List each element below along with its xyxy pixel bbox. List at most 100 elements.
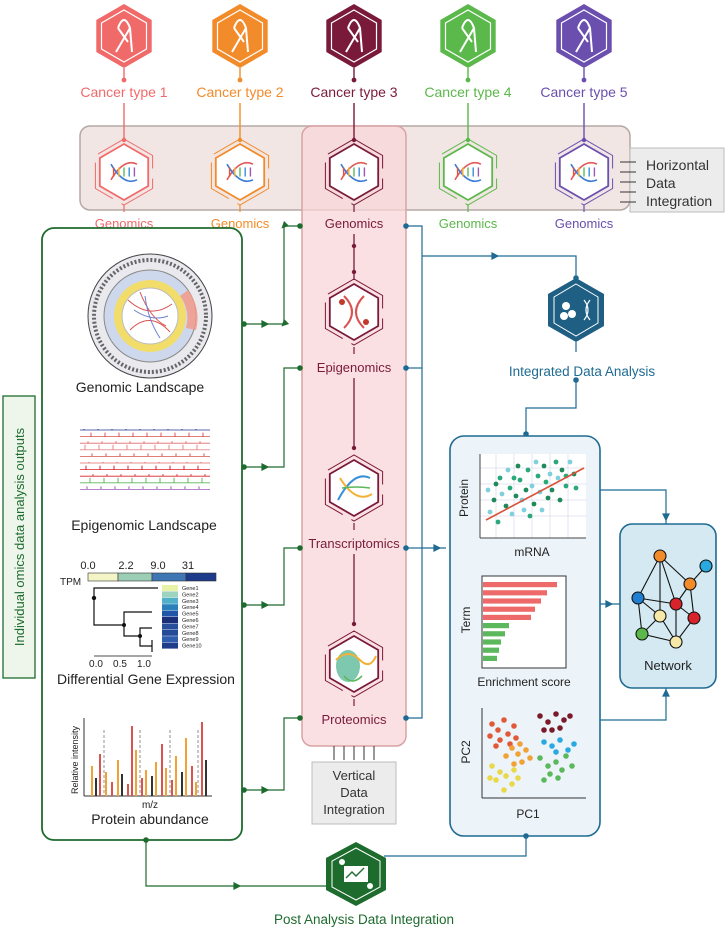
scatter-point — [509, 511, 515, 517]
pca-point — [523, 747, 529, 753]
pca-point — [511, 723, 517, 729]
scatter-point — [543, 479, 549, 485]
heatmap-gene-label: Gene2 — [182, 592, 199, 598]
heatmap-gene-label: Gene4 — [182, 605, 199, 611]
pca-point — [497, 737, 503, 743]
scatter-y-label: Protein — [457, 479, 471, 517]
pca-point — [549, 727, 555, 733]
vertical-integration-line1: Vertical — [333, 768, 376, 783]
side-label: Individual omics data analysis outputs — [12, 427, 27, 646]
scatter-point — [497, 475, 503, 481]
ribbon-icon — [96, 4, 152, 68]
deg-axis-tick-1: 0.5 — [113, 659, 127, 670]
heatmap-gene-label: Gene9 — [182, 637, 199, 643]
network-label: Network — [644, 658, 692, 673]
pca-point — [503, 773, 509, 779]
pca-point — [495, 727, 501, 733]
enrichment-bar-chart — [481, 575, 567, 669]
pca-point — [493, 743, 499, 749]
horizontal-integration-box — [629, 147, 725, 213]
omics-layer-epigenomics: Epigenomics — [317, 269, 392, 375]
blue-connectors — [403, 223, 670, 721]
pca-point — [487, 733, 493, 739]
pca-point — [513, 735, 519, 741]
cancer-type-label: Cancer type 2 — [196, 84, 283, 100]
integrated-analysis-icon — [548, 278, 604, 352]
scatter-point — [533, 459, 539, 465]
ms-x-label: m/z — [142, 800, 158, 811]
enrichment-bar — [483, 582, 557, 588]
pca-point — [511, 767, 517, 773]
post-analysis-to-panel — [384, 833, 529, 857]
cancer-type-3: Cancer type 3 Genomics — [310, 4, 398, 231]
omics-outputs-panel — [41, 227, 243, 841]
pca-point — [555, 775, 561, 781]
genomics-icon — [438, 138, 498, 206]
pca-point — [563, 753, 569, 759]
scatter-point — [557, 497, 563, 503]
enrichment-bar — [483, 647, 499, 653]
green-connectors — [241, 220, 303, 794]
pca-point — [501, 787, 507, 793]
scatter-point — [555, 475, 561, 481]
heatmap-gene-label: Gene10 — [182, 644, 202, 650]
enrichment-bar — [483, 598, 541, 604]
scatter-point — [523, 487, 529, 493]
pca-point — [487, 775, 493, 781]
post-analysis-label: Post Analysis Data Integration — [274, 912, 454, 927]
omics-layer-label: Proteomics — [321, 712, 387, 727]
scatter-point — [503, 503, 509, 509]
protein-abundance-spectrum — [83, 718, 212, 797]
pca-point — [493, 777, 499, 783]
pca-point — [553, 749, 559, 755]
scatter-point — [527, 513, 533, 519]
omics-layer-transcriptomics: Transcriptomics — [308, 445, 400, 551]
integrated-analysis-label: Integrated Data Analysis — [509, 364, 656, 379]
enrichment-x-label: Enrichment score — [477, 675, 571, 689]
pca-x-label: PC1 — [516, 807, 540, 821]
pca-point — [571, 741, 577, 747]
heatmap-gene-label: Gene3 — [182, 599, 199, 605]
pca-point — [541, 739, 547, 745]
scatter-point — [549, 487, 555, 493]
heatmap-cell — [162, 610, 178, 617]
enrichment-y-label: Term — [459, 607, 473, 634]
omics-layers-column: Epigenomics Transcriptomics Proteomics — [308, 234, 400, 727]
scatter-point — [507, 485, 513, 491]
scatter-point — [515, 463, 521, 469]
heatmap-gene-label: Gene1 — [182, 586, 199, 592]
enrichment-bar — [483, 606, 535, 612]
heatmap-cell — [162, 591, 178, 598]
post-analysis-connectors — [143, 837, 328, 890]
pca-point — [505, 731, 511, 737]
pca-point — [509, 745, 515, 751]
pca-point — [517, 741, 523, 747]
enrichment-bar — [483, 631, 505, 637]
enrichment-bar — [483, 614, 531, 620]
pca-point — [565, 747, 571, 753]
heatmap-cell — [162, 629, 178, 636]
protein-mrna-scatter — [479, 454, 586, 539]
pca-point — [537, 755, 543, 761]
cancer-type-label: Cancer type 1 — [80, 84, 167, 100]
pca-point — [557, 737, 563, 743]
scatter-point — [485, 487, 491, 493]
heatmap-gene-rows: Gene1Gene2Gene3Gene4Gene5Gene6Gene7Gene8… — [162, 585, 202, 650]
pca-point — [553, 711, 559, 717]
pca-point — [553, 759, 559, 765]
deg-axis-tick-0: 0.0 — [89, 659, 103, 670]
deg-heatmap: 0.0 2.2 9.0 31 TPM 0.0 0.5 1.0 — [60, 560, 217, 670]
pca-point — [557, 725, 563, 731]
heatmap-cell — [162, 585, 178, 591]
horizontal-integration-line2: Data — [646, 175, 676, 191]
genomic-landscape-title: Genomic Landscape — [76, 379, 205, 395]
cancer-type-4: Cancer type 4 Genomics — [424, 4, 512, 231]
ribbon-icon — [326, 4, 382, 68]
cancer-type-label: Cancer type 4 — [424, 84, 511, 100]
scatter-point — [513, 493, 519, 499]
genomic-landscape-circos — [87, 253, 213, 379]
pca-point — [519, 759, 525, 765]
genomics-icon — [554, 138, 614, 206]
